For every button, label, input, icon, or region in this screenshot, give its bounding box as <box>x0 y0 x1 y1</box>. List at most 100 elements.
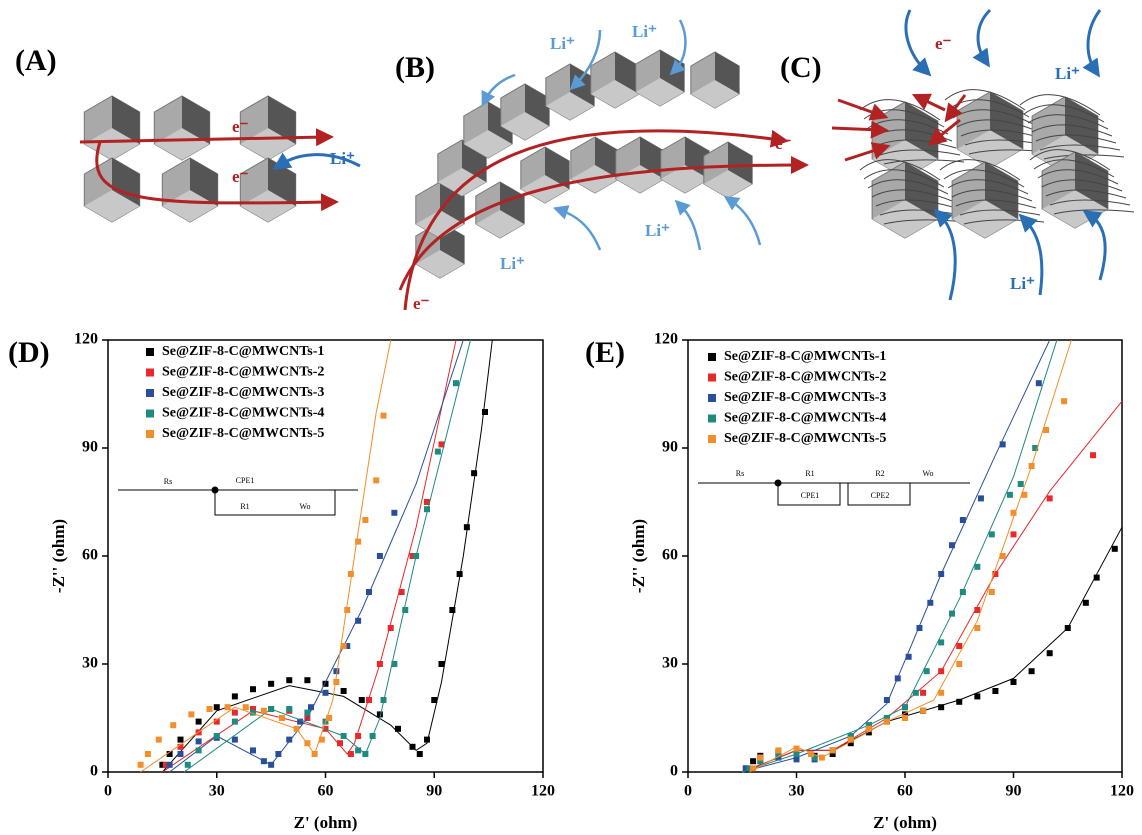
panel-label: (B) <box>395 51 435 84</box>
data-point <box>370 733 376 739</box>
data-point <box>449 607 455 613</box>
data-point <box>337 740 343 746</box>
y-tick-label: 120 <box>74 331 98 348</box>
data-point <box>232 737 238 743</box>
data-point <box>275 751 281 757</box>
data-point <box>341 643 347 649</box>
circuit-label: CPE2 <box>871 491 890 500</box>
data-point <box>1047 650 1053 656</box>
legend-label: Se@ZIF-8-C@MWCNTs-3 <box>724 390 886 405</box>
data-point <box>196 738 202 744</box>
y-tick-label: 120 <box>654 331 678 348</box>
data-point <box>1007 492 1013 498</box>
circuit-label: Wo <box>923 469 934 478</box>
data-point <box>286 677 292 683</box>
x-tick-label: 0 <box>684 783 692 800</box>
data-point <box>355 618 361 624</box>
circuit-label: Rs <box>736 469 744 478</box>
data-point <box>232 710 238 716</box>
legend-marker <box>146 348 154 356</box>
data-point <box>308 704 314 710</box>
legend-label: Se@ZIF-8-C@MWCNTs-2 <box>162 365 324 380</box>
data-point <box>391 510 397 516</box>
data-point <box>261 708 267 714</box>
data-point <box>989 589 995 595</box>
legend-label: Se@ZIF-8-C@MWCNTs-4 <box>724 411 886 426</box>
data-point <box>377 661 383 667</box>
data-point <box>196 747 202 753</box>
data-point <box>362 517 368 523</box>
data-point <box>250 686 256 692</box>
data-point <box>974 693 980 699</box>
schematic-label: e⁻ <box>232 167 249 186</box>
data-point <box>992 688 998 694</box>
circuit-label: R2 <box>875 469 884 478</box>
panel-label: (C) <box>780 51 822 84</box>
data-point <box>457 571 463 577</box>
data-point <box>261 758 267 764</box>
data-point <box>884 697 890 703</box>
data-point <box>1083 600 1089 606</box>
data-point <box>431 697 437 703</box>
data-point <box>794 756 800 762</box>
data-point <box>750 758 756 764</box>
data-point <box>279 715 285 721</box>
data-point <box>268 706 274 712</box>
data-point <box>471 470 477 476</box>
data-point <box>938 690 944 696</box>
data-point <box>906 654 912 660</box>
circuit-wire <box>215 490 335 515</box>
data-point <box>1000 553 1006 559</box>
data-point <box>435 449 441 455</box>
legend-marker <box>146 369 154 377</box>
data-point <box>913 690 919 696</box>
circuit-label: Wo <box>300 502 311 511</box>
particle <box>691 52 739 108</box>
arrow <box>1090 215 1105 280</box>
data-point <box>978 495 984 501</box>
data-point <box>286 706 292 712</box>
x-tick-label: 30 <box>789 783 805 800</box>
data-point <box>895 675 901 681</box>
data-point <box>1029 463 1035 469</box>
data-point <box>439 661 445 667</box>
data-point <box>333 679 339 685</box>
schematic-label: e⁻ <box>232 117 249 136</box>
data-point <box>830 747 836 753</box>
data-point <box>373 477 379 483</box>
legend-label: Se@ZIF-8-C@MWCNTs-5 <box>162 426 324 441</box>
arrow <box>730 200 760 245</box>
data-point <box>399 589 405 595</box>
circuit-label: Rs <box>164 477 172 486</box>
arrow <box>680 205 700 250</box>
particle <box>84 158 139 222</box>
data-point <box>304 740 310 746</box>
x-tick-label: 90 <box>1006 783 1022 800</box>
data-point <box>417 751 423 757</box>
data-point <box>464 524 470 530</box>
y-axis-label: -Z'' (ohm) <box>49 519 68 593</box>
arrow <box>1088 10 1100 70</box>
data-point <box>319 737 325 743</box>
arrow <box>978 10 990 60</box>
data-point <box>304 710 310 716</box>
x-tick-label: 30 <box>209 783 225 800</box>
data-point <box>232 693 238 699</box>
y-tick-label: 60 <box>82 547 98 564</box>
legend-marker <box>708 394 716 402</box>
schematic-label: Li⁺ <box>645 221 670 240</box>
data-point <box>268 762 274 768</box>
schematic-label: Li⁺ <box>632 22 657 41</box>
data-point <box>348 571 354 577</box>
data-point <box>960 589 966 595</box>
data-point <box>924 668 930 674</box>
data-point <box>956 643 962 649</box>
x-tick-label: 90 <box>426 783 442 800</box>
data-point <box>424 506 430 512</box>
y-tick-label: 60 <box>662 547 678 564</box>
data-point <box>395 726 401 732</box>
circuit-label: R1 <box>240 502 249 511</box>
data-point <box>956 661 962 667</box>
schematic-label: Li⁺ <box>1010 274 1035 293</box>
data-point <box>388 625 394 631</box>
